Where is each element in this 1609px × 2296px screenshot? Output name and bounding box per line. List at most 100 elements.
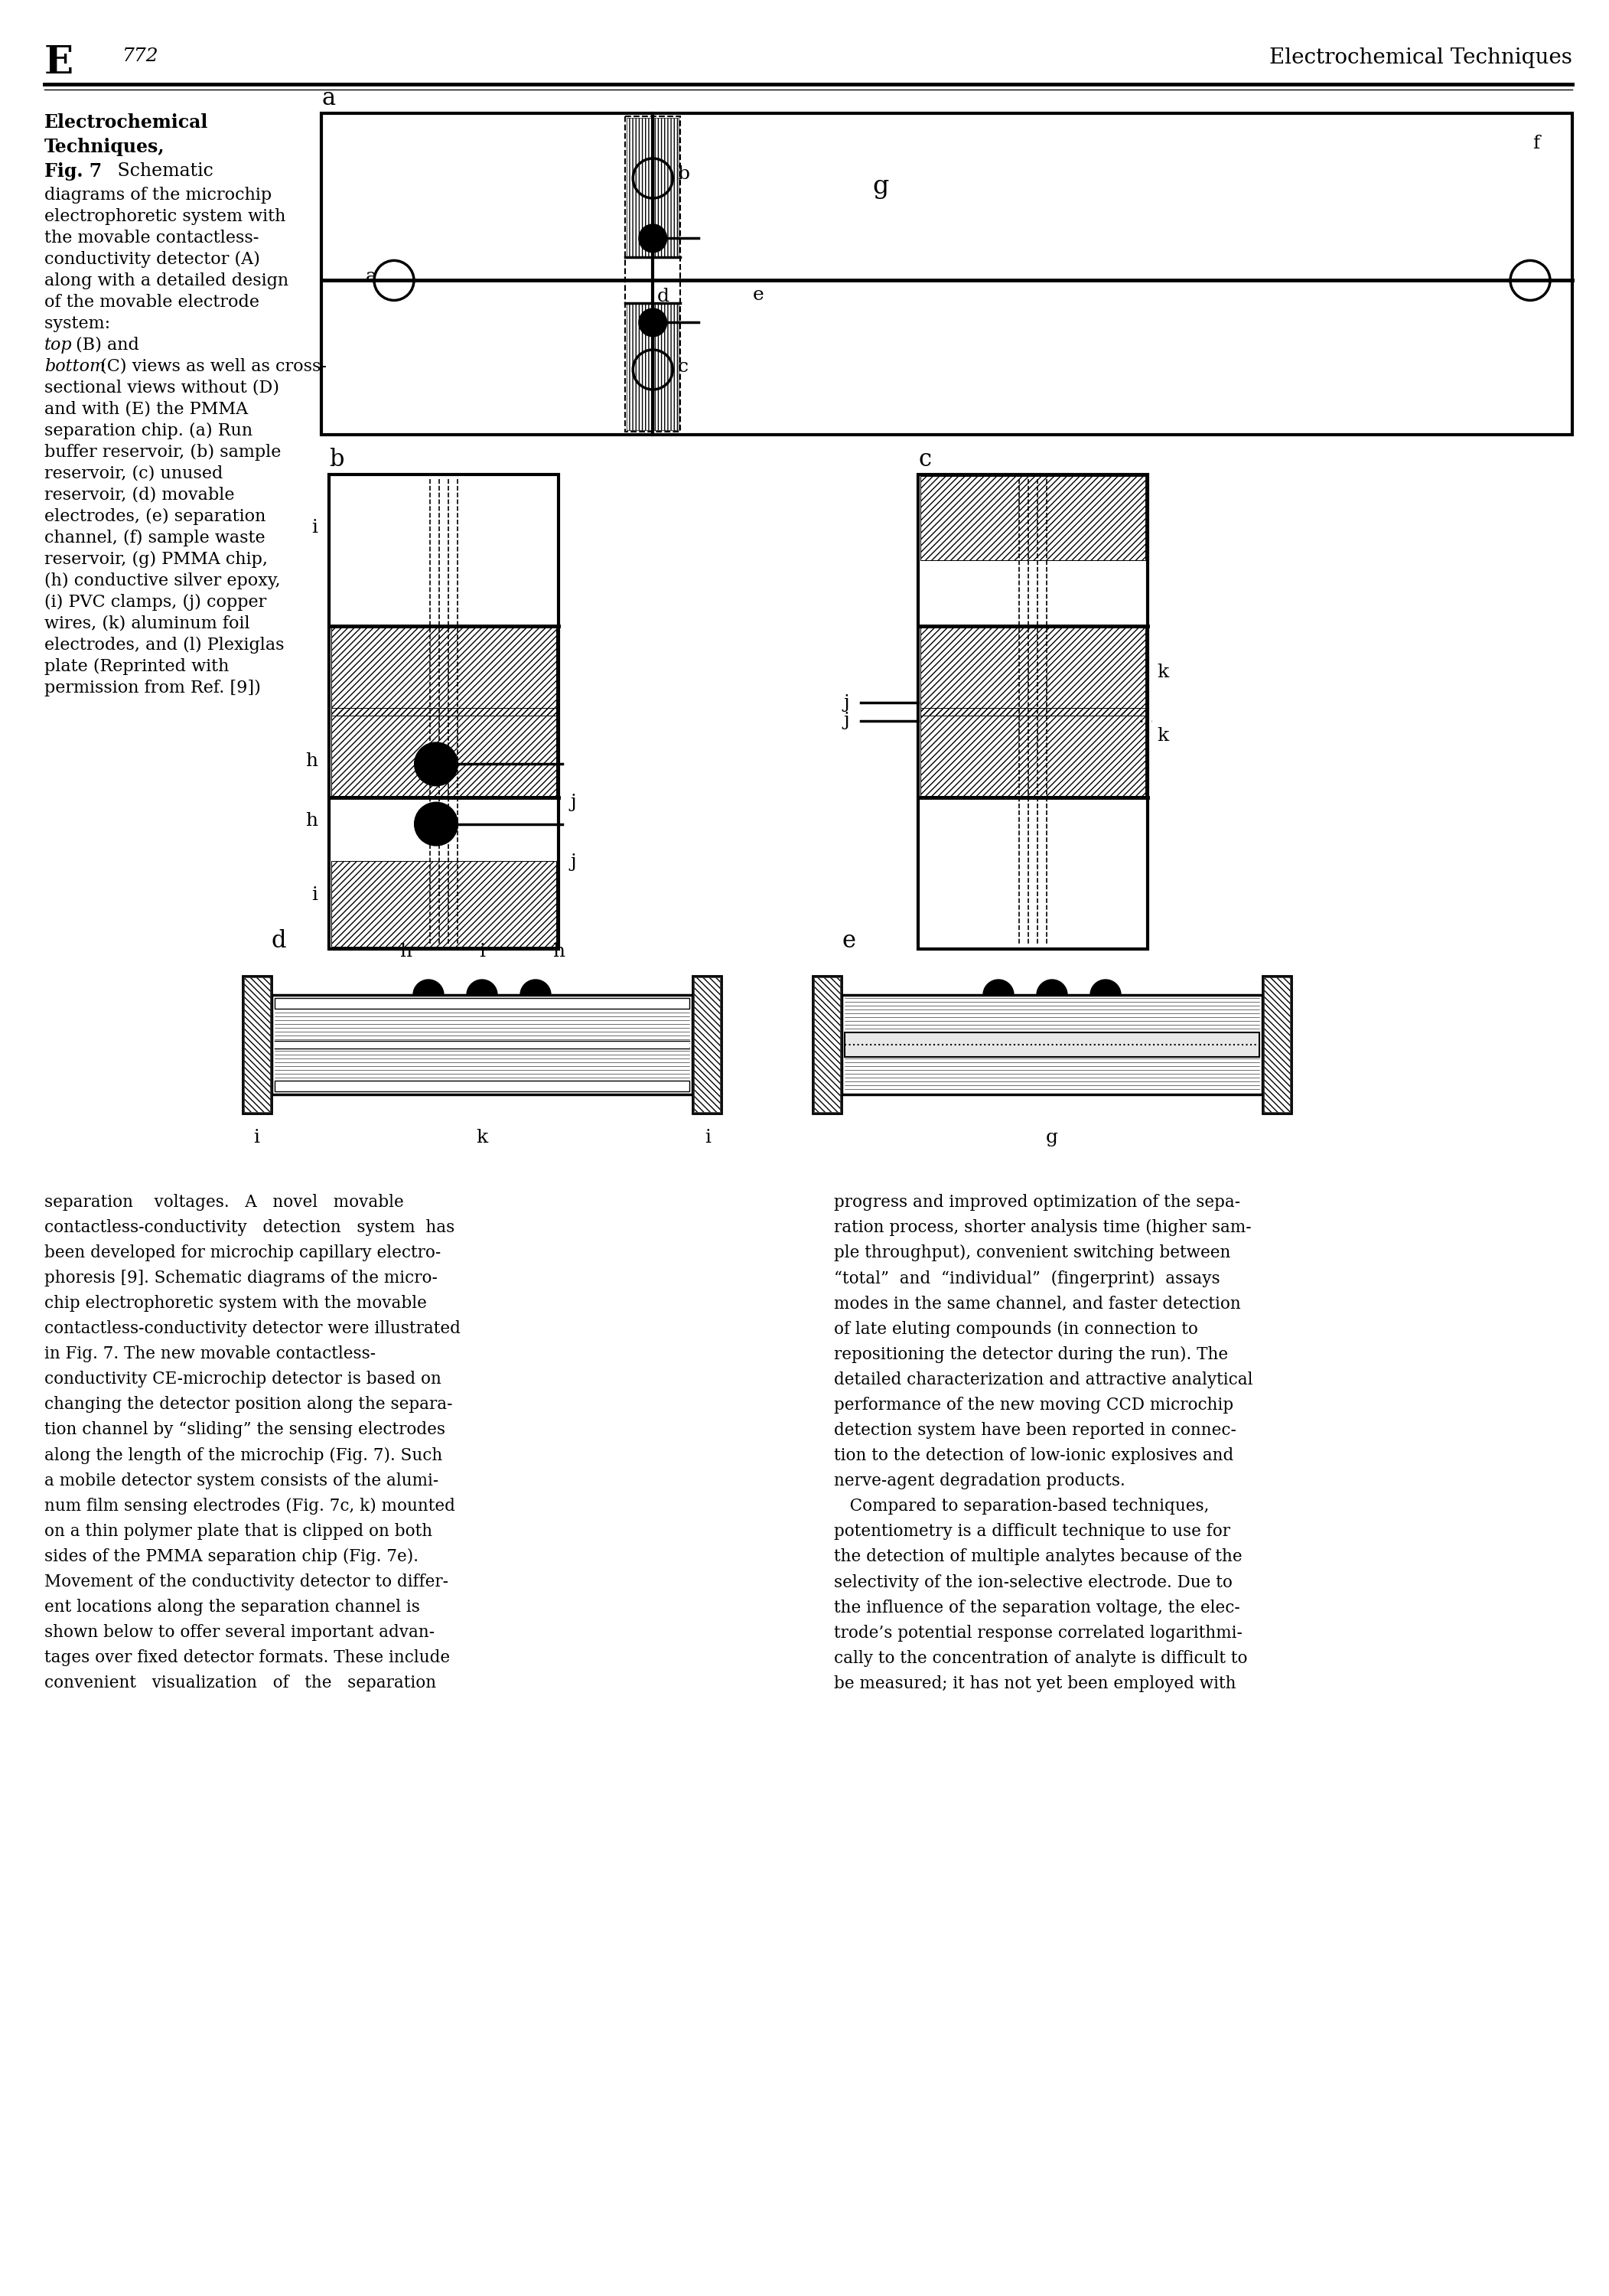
Bar xyxy=(628,303,679,429)
Polygon shape xyxy=(414,980,444,994)
Text: of the movable electrode: of the movable electrode xyxy=(45,294,259,310)
Text: the movable contactless-: the movable contactless- xyxy=(45,230,259,246)
Bar xyxy=(275,999,689,1008)
Text: i: i xyxy=(479,944,484,960)
Text: i: i xyxy=(312,519,317,537)
Text: Fig. 7: Fig. 7 xyxy=(45,163,101,181)
Bar xyxy=(626,117,681,432)
Bar xyxy=(275,1040,689,1049)
Text: electrodes, (e) separation: electrodes, (e) separation xyxy=(45,507,265,526)
Bar xyxy=(275,1081,689,1091)
Bar xyxy=(322,113,1572,434)
Text: bottom: bottom xyxy=(45,358,106,374)
Bar xyxy=(813,976,842,1114)
Text: h: h xyxy=(399,944,412,960)
Bar xyxy=(628,117,679,257)
Bar xyxy=(243,976,272,1114)
Bar xyxy=(331,861,557,946)
Text: reservoir, (g) PMMA chip,: reservoir, (g) PMMA chip, xyxy=(45,551,267,567)
Text: Electrochemical: Electrochemical xyxy=(45,113,209,131)
Text: k: k xyxy=(1157,664,1168,682)
Text: k: k xyxy=(476,1130,488,1146)
Text: h: h xyxy=(306,813,317,829)
Text: separation    voltages.   A   novel   movable
contactless-conductivity   detecti: separation voltages. A novel movable con… xyxy=(45,1194,460,1692)
Text: wires, (k) aluminum foil: wires, (k) aluminum foil xyxy=(45,615,249,631)
Text: a: a xyxy=(365,269,377,285)
Text: h: h xyxy=(552,944,565,960)
Text: g: g xyxy=(1046,1130,1059,1146)
Bar xyxy=(331,707,557,797)
Circle shape xyxy=(639,308,666,335)
Circle shape xyxy=(415,804,457,845)
Text: i: i xyxy=(253,1130,259,1146)
Bar xyxy=(920,627,1146,716)
Text: g: g xyxy=(872,174,888,200)
Text: j: j xyxy=(843,712,850,730)
Text: (i) PVC clamps, (j) copper: (i) PVC clamps, (j) copper xyxy=(45,595,267,611)
Text: k: k xyxy=(1157,728,1168,744)
Text: plate (Reprinted with: plate (Reprinted with xyxy=(45,659,228,675)
Bar xyxy=(272,994,692,1095)
Text: electrophoretic system with: electrophoretic system with xyxy=(45,209,286,225)
Text: electrodes, and (l) Plexiglas: electrodes, and (l) Plexiglas xyxy=(45,636,285,654)
Bar xyxy=(920,707,1146,797)
Bar xyxy=(814,978,840,1111)
Bar xyxy=(919,475,1147,948)
Text: i: i xyxy=(705,1130,711,1146)
Polygon shape xyxy=(1036,980,1067,994)
Text: j: j xyxy=(570,854,576,870)
Bar xyxy=(1263,976,1292,1114)
Text: (C) views as well as cross-: (C) views as well as cross- xyxy=(95,358,327,374)
Text: top: top xyxy=(45,338,72,354)
Text: (h) conductive silver epoxy,: (h) conductive silver epoxy, xyxy=(45,572,280,590)
Text: 772: 772 xyxy=(122,48,159,64)
Text: e: e xyxy=(753,287,764,303)
Text: separation chip. (a) Run: separation chip. (a) Run xyxy=(45,422,253,439)
Text: E: E xyxy=(45,44,74,83)
Bar xyxy=(845,1033,1260,1056)
Bar xyxy=(1265,978,1290,1111)
Polygon shape xyxy=(467,980,497,994)
Text: (B) and: (B) and xyxy=(71,338,145,354)
Polygon shape xyxy=(520,980,550,994)
Text: a: a xyxy=(322,87,335,110)
Bar xyxy=(692,976,721,1114)
Circle shape xyxy=(415,742,457,785)
Text: d: d xyxy=(656,287,669,305)
Text: channel, (f) sample waste: channel, (f) sample waste xyxy=(45,530,265,546)
Text: diagrams of the microchip: diagrams of the microchip xyxy=(45,186,272,204)
Text: d: d xyxy=(272,930,286,953)
Bar xyxy=(328,475,558,948)
Text: Schematic: Schematic xyxy=(111,163,214,179)
Text: Electrochemical Techniques: Electrochemical Techniques xyxy=(1270,48,1572,69)
Text: conductivity detector (A): conductivity detector (A) xyxy=(45,250,261,269)
Bar xyxy=(920,475,1146,560)
Text: reservoir, (d) movable: reservoir, (d) movable xyxy=(45,487,235,503)
Text: c: c xyxy=(919,448,932,471)
Circle shape xyxy=(639,225,666,253)
Text: i: i xyxy=(312,886,317,905)
Bar xyxy=(245,978,270,1111)
Text: system:: system: xyxy=(45,315,116,333)
Bar xyxy=(693,978,719,1111)
Polygon shape xyxy=(1091,980,1121,994)
Bar xyxy=(331,627,557,716)
Text: buffer reservoir, (b) sample: buffer reservoir, (b) sample xyxy=(45,443,282,461)
Text: c: c xyxy=(677,358,689,377)
Text: reservoir, (c) unused: reservoir, (c) unused xyxy=(45,466,224,482)
Text: j: j xyxy=(570,794,576,810)
Text: Techniques,: Techniques, xyxy=(45,138,164,156)
Text: b: b xyxy=(328,448,344,471)
Text: h: h xyxy=(306,753,317,769)
Text: sectional views without (D): sectional views without (D) xyxy=(45,379,280,397)
Text: permission from Ref. [9]): permission from Ref. [9]) xyxy=(45,680,261,696)
Text: b: b xyxy=(677,165,690,184)
Text: and with (E) the PMMA: and with (E) the PMMA xyxy=(45,402,248,418)
Polygon shape xyxy=(983,980,1014,994)
Text: along with a detailed design: along with a detailed design xyxy=(45,273,288,289)
Text: progress and improved optimization of the sepa-
ration process, shorter analysis: progress and improved optimization of th… xyxy=(833,1194,1253,1692)
Text: f: f xyxy=(1532,135,1540,152)
Text: j: j xyxy=(843,693,850,712)
Bar xyxy=(842,994,1263,1095)
Text: e: e xyxy=(842,930,856,953)
